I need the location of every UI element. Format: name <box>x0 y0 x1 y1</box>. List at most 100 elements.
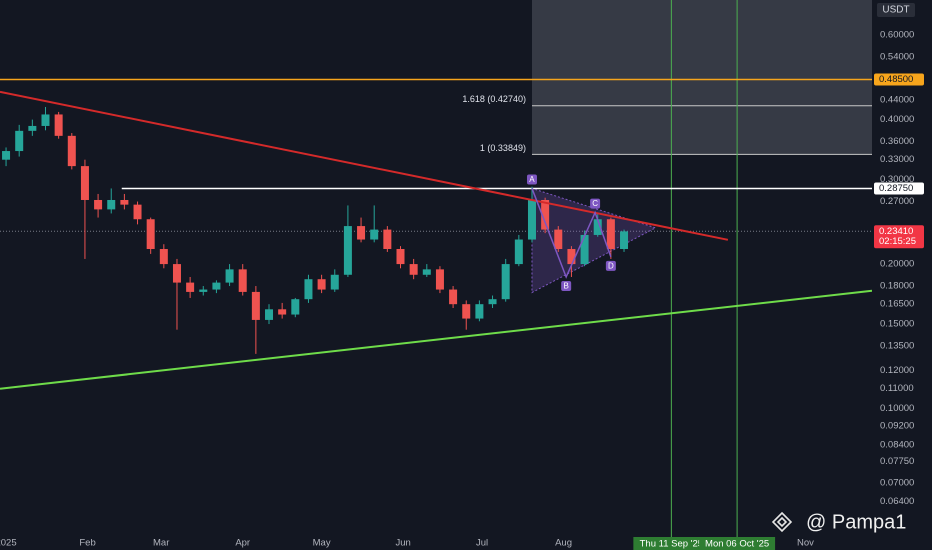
candle-body <box>606 219 615 250</box>
y-tick-label: 0.27000 <box>880 196 914 207</box>
y-tick-label: 0.13500 <box>880 341 914 352</box>
x-tick-label: Aug <box>555 538 572 549</box>
x-tick-label: Jun <box>395 538 410 549</box>
candle-body <box>67 135 76 167</box>
y-tick-label: 0.40000 <box>880 114 914 125</box>
watermark: @ Pampa1 <box>806 511 906 533</box>
price-axis <box>872 0 932 550</box>
fib-label: 1.618 (0.42740) <box>462 94 526 104</box>
marker-date-box <box>633 537 710 550</box>
y-tick-label: 0.30000 <box>880 174 914 185</box>
candle-body <box>107 199 116 210</box>
pattern-point-label: C <box>592 199 598 208</box>
candle-body <box>146 219 155 250</box>
time-axis <box>0 537 932 550</box>
level-price-tag: 0.28750 <box>879 183 913 194</box>
x-tick-label: Feb <box>79 538 95 549</box>
candle-body <box>120 199 129 205</box>
marker-date-box <box>699 537 776 550</box>
candle-body <box>462 304 471 319</box>
axes: 0.60000 0.54000 0.44000 0.40000 0.36000 0.330… <box>0 30 924 550</box>
y-tick-label: 0.44000 <box>880 94 914 105</box>
candle-body <box>343 226 352 275</box>
currency: USDT <box>882 5 909 16</box>
x-tick-label: Nov <box>797 538 814 549</box>
candle-body <box>172 264 181 283</box>
pattern-path <box>531 188 612 279</box>
candle-body <box>278 309 287 315</box>
pattern-point-box <box>526 174 537 185</box>
candle-body <box>396 249 405 265</box>
candle-body <box>94 199 103 210</box>
level-price-tag-box <box>874 182 924 195</box>
candle-body <box>330 274 339 290</box>
candle-body <box>265 309 274 320</box>
marker-date: Thu 11 Sep '25 <box>640 539 703 550</box>
candle-body <box>383 229 392 250</box>
candle-body <box>212 282 221 290</box>
y-tick-label: 0.16500 <box>880 299 914 310</box>
y-tick-label: 0.12000 <box>880 365 914 376</box>
candle-body <box>449 289 458 305</box>
candle-body <box>620 231 629 250</box>
candle-body <box>133 204 142 220</box>
pattern-point-box <box>605 260 616 271</box>
y-tick-label: 0.09200 <box>880 420 914 431</box>
x-tick-label: 2025 <box>0 538 17 549</box>
candle-body <box>488 299 497 305</box>
candle-body <box>15 130 24 152</box>
x-tick-label: Jul <box>476 538 488 549</box>
marker-date: Mon 06 Oct '25 <box>705 539 769 550</box>
candle-body <box>435 269 444 290</box>
candle-body <box>80 166 89 200</box>
pattern-point-label: B <box>563 282 568 291</box>
candle-body <box>199 289 208 292</box>
candle-body <box>514 239 523 265</box>
candle-body <box>370 229 379 240</box>
y-tick-label: 0.60000 <box>880 30 914 41</box>
pattern-point-box <box>590 198 601 209</box>
candle-body <box>357 226 366 240</box>
candle-body <box>475 304 484 319</box>
candle-body <box>541 199 550 230</box>
candle-body <box>567 249 576 265</box>
candle-body <box>422 269 431 275</box>
current-price-tag: 0.23410 <box>879 226 913 237</box>
candle-body <box>593 219 602 235</box>
plot-area: 1.618 (0.42740) 1 (0.33849) A B C D <box>0 0 873 537</box>
candle-body <box>317 279 326 290</box>
y-tick-label: 0.36000 <box>880 136 914 147</box>
y-tick-label: 0.07750 <box>880 456 914 467</box>
x-tick-label: Apr <box>235 538 250 549</box>
y-tick-label: 0.20000 <box>880 259 914 270</box>
candle-body <box>580 234 589 265</box>
y-tick-label: 0.33000 <box>880 154 914 165</box>
pattern-point-box <box>561 280 572 291</box>
current-price-box <box>874 225 924 249</box>
countdown: 02:15:25 <box>879 236 916 247</box>
pattern-point-label: A <box>529 175 535 184</box>
y-tick-label: 0.07000 <box>880 477 914 488</box>
y-tick-label: 0.08400 <box>880 439 914 450</box>
candle-body <box>54 114 63 136</box>
candle-body <box>186 282 195 292</box>
candle-body <box>304 279 313 300</box>
y-tick-label: 0.15000 <box>880 319 914 330</box>
y-tick-label: 0.06400 <box>880 496 914 507</box>
y-tick-label: 0.18000 <box>880 281 914 292</box>
currency-box <box>877 3 915 17</box>
level-price-tag: 0.48500 <box>879 74 913 85</box>
candle-body <box>159 249 168 265</box>
candle-body <box>238 269 247 292</box>
trendline <box>0 289 873 390</box>
candle-body <box>251 291 260 320</box>
fib-box <box>531 0 872 155</box>
candle-body <box>409 264 418 275</box>
fib-label: 1 (0.33849) <box>480 143 526 153</box>
candle-body <box>291 299 300 315</box>
watermark-logo <box>771 511 793 533</box>
candle-body <box>554 229 563 250</box>
y-tick-label: 0.54000 <box>880 52 914 63</box>
